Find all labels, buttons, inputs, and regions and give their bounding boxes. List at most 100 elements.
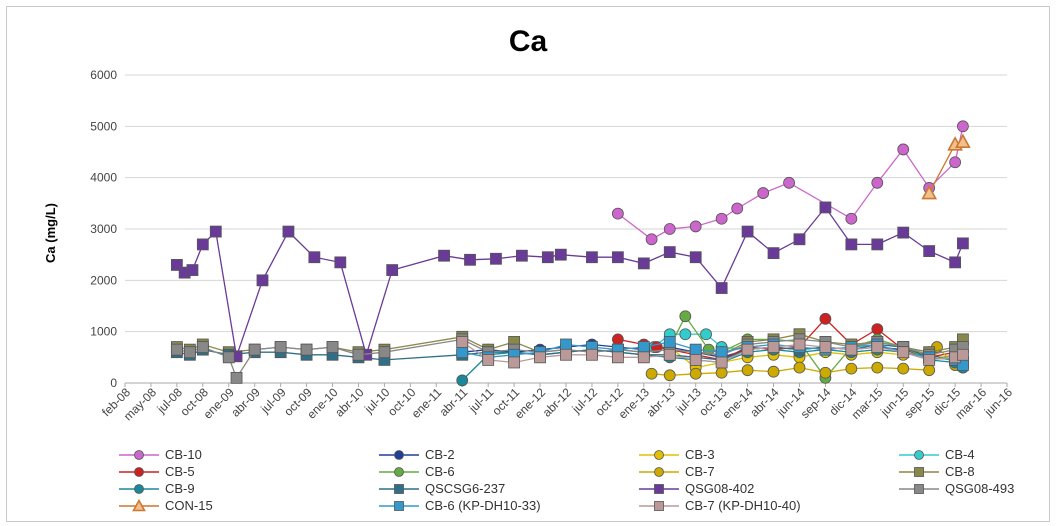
x-tick-label: abr-09	[228, 385, 263, 420]
x-tick-label: sep-15	[901, 385, 937, 421]
data-point	[196, 341, 209, 353]
data-point	[586, 348, 598, 361]
data-point	[819, 201, 832, 214]
y-tick-label: 2000	[90, 273, 117, 287]
data-point	[767, 341, 780, 353]
data-point	[957, 348, 969, 361]
data-point	[871, 323, 884, 336]
data-point	[700, 328, 712, 341]
legend-item: CB-6 (KP-DH10-33)	[379, 498, 541, 513]
x-tick-label: sep-14	[798, 385, 834, 421]
data-point	[921, 184, 938, 200]
legend-label: CON-15	[165, 498, 213, 513]
data-point	[637, 341, 650, 353]
data-point	[186, 264, 199, 276]
legend-marker	[654, 484, 664, 494]
data-point	[560, 348, 572, 361]
legend-item: CB-4	[899, 447, 975, 462]
data-point	[438, 249, 450, 262]
legend-item: QSG08-402	[639, 481, 754, 496]
chart-title: Ca	[509, 25, 548, 58]
data-point	[819, 366, 832, 379]
data-point	[741, 364, 754, 377]
data-point	[715, 366, 728, 379]
data-point	[508, 356, 521, 369]
legend-label: CB-3	[685, 447, 715, 462]
legend-label: QSG08-493	[945, 481, 1014, 496]
legend-item: CB-9	[119, 481, 195, 496]
data-point	[456, 374, 469, 387]
data-point	[715, 212, 728, 225]
data-point	[611, 251, 624, 264]
y-tick-labels: 0 1000 2000 3000 4000 5000 6000	[90, 68, 117, 390]
series-cb-10	[611, 120, 969, 246]
data-point	[923, 364, 936, 377]
data-point	[352, 348, 365, 361]
data-point	[715, 282, 728, 294]
legend-marker	[654, 501, 664, 511]
data-point	[871, 341, 884, 353]
data-point	[897, 143, 910, 156]
data-point	[645, 367, 658, 380]
x-tick-label: abr-14	[747, 385, 782, 420]
data-point	[845, 362, 858, 375]
data-point	[731, 202, 744, 215]
data-point	[637, 351, 650, 364]
data-point	[689, 251, 702, 264]
x-tick-label: abr-12	[540, 385, 575, 420]
data-point	[326, 341, 339, 353]
legend-marker	[914, 484, 924, 494]
data-point	[845, 238, 858, 251]
legend-label: CB-6	[425, 464, 455, 479]
legend-item: QSCSG6-237	[379, 481, 505, 496]
data-point	[767, 247, 780, 260]
data-point	[897, 362, 910, 375]
legend-marker	[914, 450, 924, 460]
data-point	[819, 312, 832, 325]
series-line	[176, 206, 964, 358]
data-point	[715, 346, 728, 359]
data-point	[715, 356, 728, 369]
y-tick-label: 1000	[90, 325, 117, 339]
data-point	[663, 369, 676, 382]
data-point	[845, 212, 858, 225]
data-point	[611, 351, 624, 364]
data-point	[957, 120, 969, 133]
data-point	[871, 238, 884, 251]
y-tick-label: 5000	[90, 119, 117, 133]
data-point	[663, 223, 676, 235]
legend-item: CB-10	[119, 447, 202, 462]
x-tick-label: ene-11	[409, 385, 445, 421]
data-point	[541, 251, 554, 264]
data-point	[456, 336, 469, 348]
legend-item: CB-2	[379, 447, 455, 462]
data-point	[209, 225, 222, 238]
data-point	[256, 274, 269, 287]
data-point	[560, 338, 572, 351]
data-point	[482, 353, 495, 366]
data-point	[170, 259, 183, 271]
data-point	[949, 156, 962, 169]
data-point	[793, 361, 806, 374]
legend-marker	[134, 450, 144, 460]
data-point	[871, 176, 884, 189]
legend-marker	[394, 450, 404, 460]
data-point	[456, 346, 469, 359]
data-point	[464, 253, 476, 266]
series-layer	[170, 120, 971, 387]
data-point	[490, 252, 502, 265]
data-point	[949, 256, 962, 269]
data-point	[689, 343, 702, 356]
data-point	[897, 346, 910, 359]
legend-label: CB-10	[165, 447, 202, 462]
legend-marker	[394, 501, 404, 511]
data-point	[534, 351, 546, 364]
data-point	[897, 226, 910, 239]
data-point	[386, 264, 399, 276]
data-point	[819, 341, 832, 353]
data-point	[679, 310, 692, 323]
legend-item: CON-15	[119, 498, 213, 513]
y-tick-label: 3000	[90, 222, 117, 236]
legend-marker	[132, 498, 146, 512]
x-tick-label: jun-16	[981, 385, 1015, 419]
